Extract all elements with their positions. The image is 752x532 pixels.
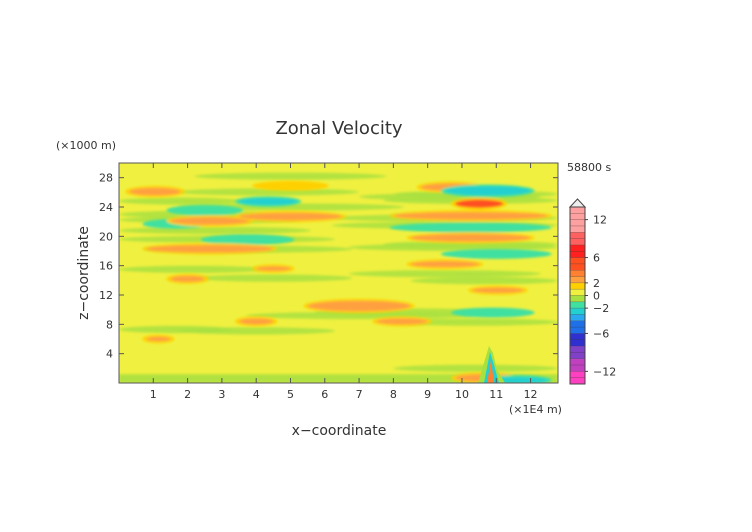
green-filament (119, 374, 558, 383)
chart-title: Zonal Velocity (275, 118, 402, 139)
x-tick-label: 7 (356, 388, 363, 401)
y-unit-label: (×1000 m) (56, 139, 116, 152)
contour-band (239, 198, 298, 205)
x-axis-label: x−coordinate (292, 423, 387, 439)
colorbar-tick-label: 2 (593, 277, 600, 290)
x-unit-label: (×1E4 m) (509, 403, 562, 416)
y-tick-label: 16 (99, 260, 113, 273)
colorbar-extend-arrow (568, 198, 587, 208)
x-tick-label: 4 (253, 388, 260, 401)
x-tick-label: 6 (321, 388, 328, 401)
plume-core (487, 360, 494, 383)
x-tick-label: 1 (150, 388, 157, 401)
green-filament (194, 172, 387, 180)
contour-band (239, 212, 342, 221)
contour-band (393, 212, 548, 220)
colorbar-segment (570, 289, 585, 296)
plot-area (119, 163, 558, 383)
colorbar-segment (570, 282, 585, 290)
green-filament (119, 265, 267, 273)
contour-band (393, 224, 548, 231)
colorbar-tick-label: −6 (593, 327, 609, 340)
x-tick-label: 9 (424, 388, 431, 401)
contour-band (376, 318, 428, 325)
contour-band-layer (125, 180, 552, 383)
contour-band (170, 217, 250, 225)
colorbar-tick-label: −12 (593, 365, 616, 378)
colorbar-tick-label: 12 (593, 214, 607, 227)
x-tick-label: 10 (455, 388, 469, 401)
x-tick-label: 2 (184, 388, 191, 401)
y-tick-label: 12 (99, 289, 113, 302)
contour-band (444, 186, 531, 196)
colorbar-segment (570, 276, 585, 283)
y-tick-label: 24 (99, 201, 113, 214)
y-tick-label: 28 (99, 172, 113, 185)
mountain-wave-plume (478, 346, 505, 383)
y-axis: 4 8 12 16 20 24 28 (99, 172, 558, 361)
green-filament (410, 277, 558, 285)
contour-band (455, 199, 504, 208)
contour-band (204, 236, 291, 243)
colorbar-segment (570, 314, 585, 321)
x-tick-label: 8 (390, 388, 397, 401)
colorbar-tick-label: 6 (593, 252, 600, 265)
contour-band (170, 275, 205, 282)
contour-band (239, 318, 274, 325)
contour-band (256, 266, 291, 271)
colorbar-segment (570, 295, 585, 302)
y-tick-label: 8 (106, 318, 113, 331)
contour-band (455, 309, 531, 316)
y-tick-label: 20 (99, 230, 113, 243)
green-filament (348, 270, 541, 278)
time-label: 58800 s (567, 161, 611, 174)
contour-band (170, 207, 240, 214)
contour-band (129, 187, 181, 196)
x-tick-label: 12 (524, 388, 538, 401)
colorbar-tick-label: 0 (593, 290, 600, 303)
contour-band (472, 287, 524, 293)
x-tick-label: 11 (489, 388, 503, 401)
colorbar-segment (570, 308, 585, 315)
green-filament (119, 325, 233, 334)
contour-band (307, 300, 411, 312)
green-filament (177, 188, 360, 196)
contour-band (146, 336, 171, 342)
green-filament (393, 364, 558, 372)
x-axis: 1 2 3 4 5 6 7 8 9 10 11 12 (150, 163, 538, 401)
green-filament (383, 240, 558, 248)
green-filament (119, 197, 243, 205)
colorbar-segment (570, 270, 585, 277)
contour-band (146, 245, 274, 253)
y-tick-label: 4 (106, 348, 113, 361)
y-axis-label: z−coordinate (76, 226, 92, 320)
colorbar-tick-label: −2 (593, 302, 609, 315)
colorbar: 12 6 20−2 −6 −12 (568, 198, 616, 385)
contour-band (410, 261, 480, 268)
plot-frame (118, 162, 559, 384)
contour-band (410, 234, 531, 242)
green-filament (119, 226, 312, 235)
colorbar-segment (570, 301, 585, 309)
green-filament (194, 274, 353, 282)
x-tick-label: 3 (218, 388, 225, 401)
green-filament (393, 318, 558, 326)
contour-band (256, 182, 325, 189)
x-tick-label: 5 (287, 388, 294, 401)
contour-band (444, 251, 548, 257)
